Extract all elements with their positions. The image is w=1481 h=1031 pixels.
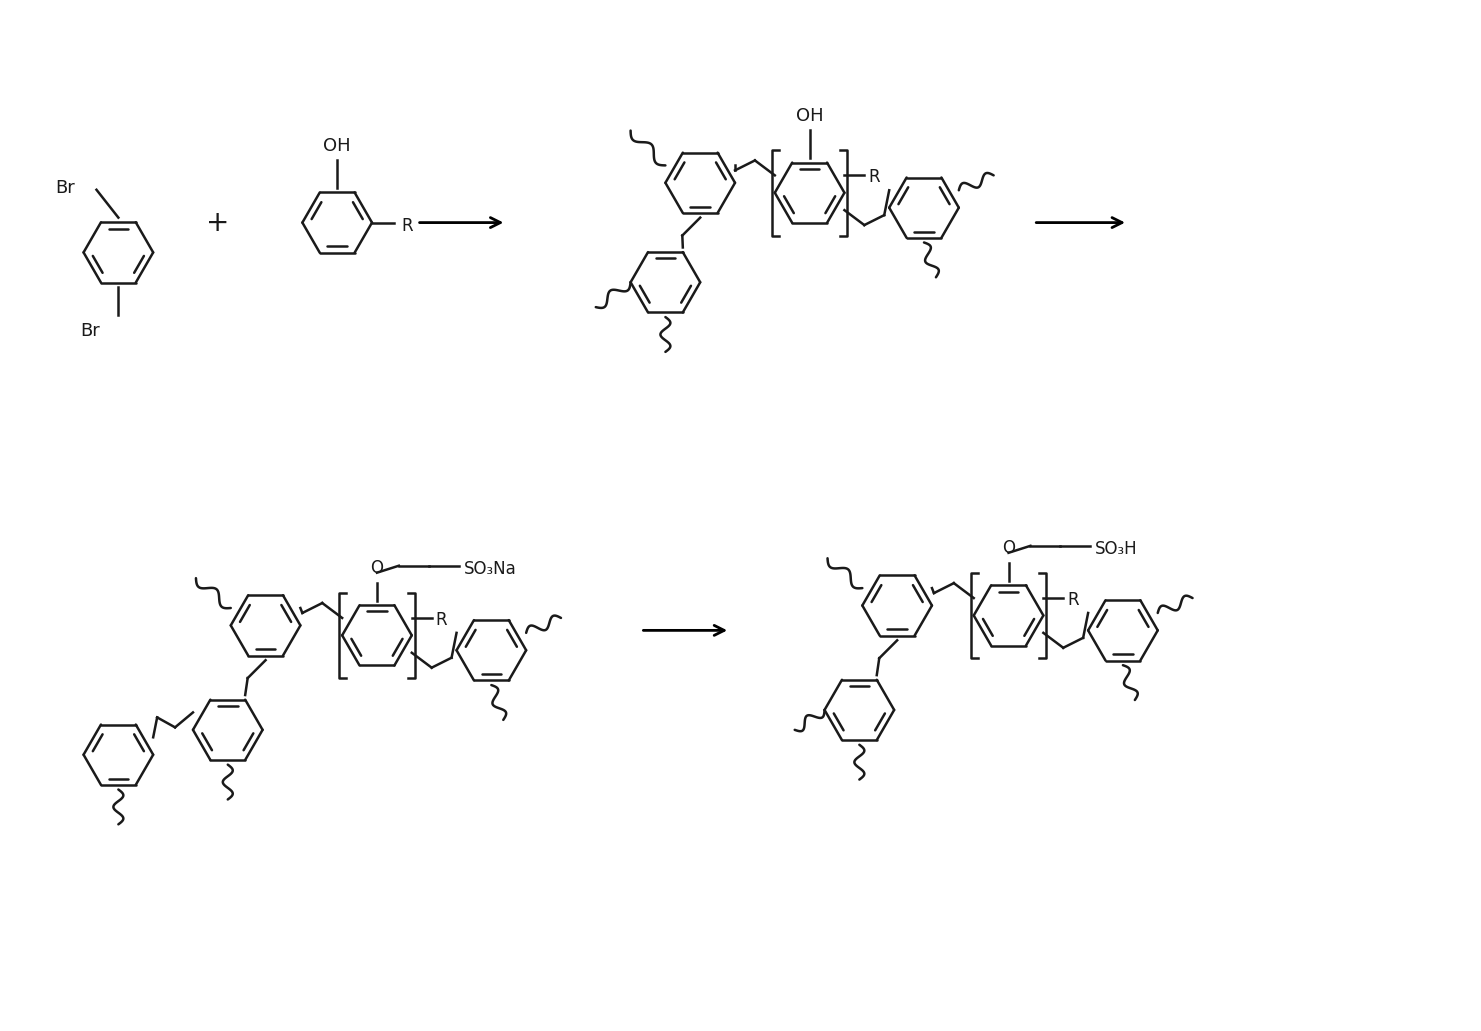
Text: SO₃H: SO₃H [1094, 540, 1137, 558]
Text: OH: OH [323, 137, 351, 155]
Text: +: + [206, 208, 230, 236]
Text: OH: OH [795, 107, 823, 125]
Text: O: O [1003, 539, 1014, 557]
Text: Br: Br [55, 178, 74, 197]
Text: R: R [401, 217, 413, 235]
Text: O: O [370, 559, 384, 576]
Text: Br: Br [80, 322, 101, 340]
Text: R: R [435, 611, 447, 629]
Text: SO₃Na: SO₃Na [464, 560, 517, 577]
Text: R: R [1068, 591, 1078, 609]
Text: R: R [868, 168, 880, 187]
